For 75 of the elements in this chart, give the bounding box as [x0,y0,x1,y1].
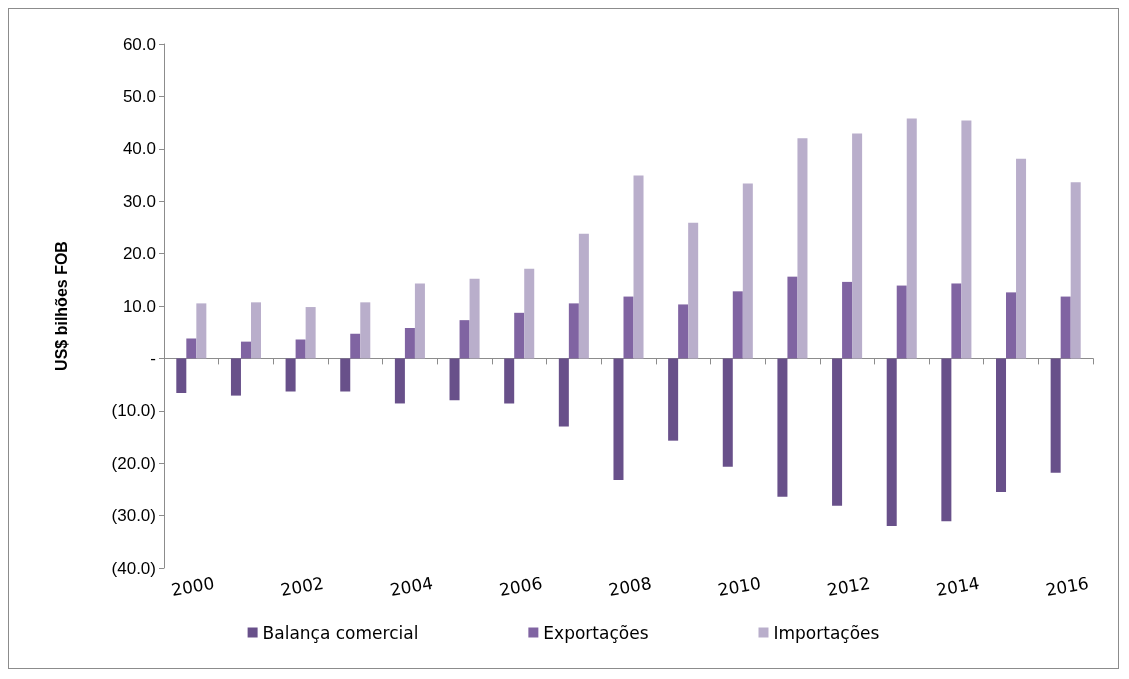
bar [414,283,425,359]
x-tick-label: 2004 [388,572,435,600]
bar [196,303,207,359]
bar [176,358,187,393]
x-tick-label: 2000 [169,572,216,600]
bar [961,120,972,359]
bar [340,358,351,392]
x-tick-label: 2016 [1044,572,1091,600]
y-axis-title: US$ bilhões FOB [52,241,70,371]
legend-label: Exportações [543,622,649,643]
bar [1050,358,1061,473]
bar [722,358,733,467]
y-tick-label: (10.0) [111,401,156,421]
bar [742,183,753,359]
x-tick-label: 2002 [279,572,326,600]
bar [623,296,634,359]
bar [787,276,798,359]
bar [568,303,579,359]
y-tick-label: (30.0) [111,506,156,526]
bar [578,233,589,359]
bar [613,358,624,480]
bar [524,268,535,359]
bar [360,302,371,359]
bar [832,358,843,506]
bar [732,291,743,359]
y-tick-label: 40.0 [122,139,156,159]
bar [688,222,699,359]
bar [394,358,405,404]
bar [240,341,251,359]
bar [469,278,480,359]
bar [633,175,644,359]
bar [896,285,907,359]
y-tick-label: 60.0 [122,34,156,54]
bar [350,333,361,359]
bar [230,358,241,396]
bar [996,358,1007,493]
bar [1070,182,1081,359]
bar [678,304,689,359]
bar [250,302,261,359]
bar [951,283,962,359]
bar [285,358,296,392]
x-tick-label: 2012 [825,572,872,600]
y-tick-label: (20.0) [111,453,156,473]
legend-label: Importações [773,622,880,643]
x-tick-label: 2008 [606,572,654,600]
bar [668,358,679,441]
x-tick-label: 2006 [497,572,544,600]
y-tick-label: - [150,348,156,368]
y-tick-label: (40.0) [111,558,156,578]
bar [504,358,515,404]
bar [305,307,316,359]
bar [186,338,197,359]
bar [797,138,808,359]
bar [295,339,306,359]
y-tick-label: 10.0 [122,296,156,316]
bar [459,320,470,359]
x-tick-label: 2014 [934,572,981,600]
bar [558,358,569,427]
bar [1016,158,1027,359]
bar [404,328,415,359]
bar [1006,292,1017,359]
bar [842,281,853,359]
legend-label: Balança comercial [262,622,419,643]
x-tick-label: 2010 [716,572,763,600]
y-tick-label: 30.0 [122,191,156,211]
bar [514,312,525,359]
y-tick-label: 20.0 [122,244,156,264]
bar [852,133,863,359]
bar [777,358,788,497]
y-tick-label: 50.0 [122,86,156,106]
bar [1060,296,1071,359]
bar [886,358,897,527]
bar [906,118,917,359]
bar [941,358,952,522]
bar [449,358,460,401]
